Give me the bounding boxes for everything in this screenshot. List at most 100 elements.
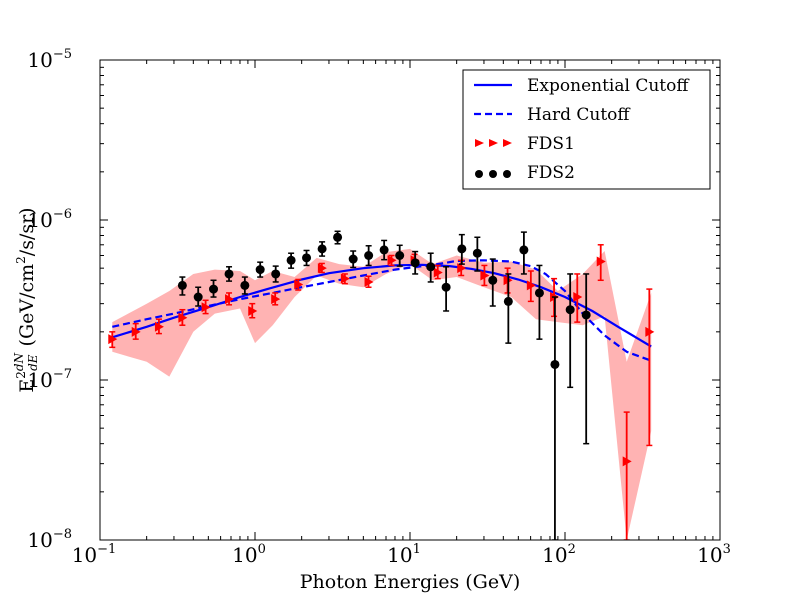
- fds1-point-22: [622, 411, 632, 540]
- fds2-marker: [348, 254, 358, 264]
- x-tick-label-exponent: 1: [413, 542, 421, 557]
- fds2-marker: [240, 280, 250, 290]
- fds2-marker: [550, 359, 560, 369]
- fds1-marker: [573, 292, 583, 303]
- fds2-marker: [317, 244, 327, 254]
- x-axis-label: Photon Energies (GeV): [300, 571, 521, 593]
- y-tick-label-exponent: −6: [53, 207, 72, 222]
- fds1-point-10: [340, 273, 350, 285]
- fds2-marker: [410, 258, 420, 268]
- legend-label-hard-cutoff: Hard Cutoff: [527, 105, 631, 125]
- fds2-point-9: [317, 241, 327, 257]
- fds2-point-25: [565, 273, 575, 389]
- fds1-marker: [596, 256, 606, 267]
- y-tick-label-exponent: −5: [53, 47, 72, 62]
- fds2-point-26: [581, 273, 591, 445]
- fds1-point-2: [154, 318, 164, 335]
- fds2-point-13: [379, 239, 389, 261]
- fds2-marker: [565, 305, 575, 315]
- fds1-point-0: [108, 331, 118, 349]
- fds2-point-23: [534, 264, 544, 340]
- fds2-point-15: [410, 250, 420, 275]
- legend-swatch-fds1: [503, 139, 512, 147]
- fds1-marker: [108, 334, 118, 345]
- fds2-marker: [302, 253, 312, 263]
- fds1-marker: [622, 456, 632, 467]
- legend-label-fds1: FDS1: [527, 134, 575, 154]
- y-tick-label-0: 10−8: [27, 527, 72, 552]
- x-tick-label-exponent: 2: [568, 542, 576, 557]
- y-axis-label-den: dE: [26, 354, 40, 371]
- fds2-point-12: [364, 245, 374, 267]
- fds2-marker: [255, 265, 265, 275]
- fds2-marker: [441, 282, 451, 292]
- y-tick-label-3: 10−5: [27, 47, 72, 72]
- fds2-marker: [364, 250, 374, 260]
- fds1-point-5: [225, 292, 235, 306]
- y-tick-label-exponent: −8: [53, 527, 72, 542]
- legend-swatch-fds1: [489, 139, 498, 147]
- fds2-marker: [426, 262, 436, 272]
- fds1-marker: [131, 326, 141, 337]
- legend-label-exponential-cutoff: Exponential Cutoff: [527, 76, 690, 96]
- fds1-point-23: [645, 288, 655, 447]
- fds2-point-1: [193, 286, 203, 307]
- fds1-marker: [248, 305, 258, 316]
- legend-swatch-fds2: [489, 170, 497, 178]
- fds2-marker: [581, 310, 591, 320]
- y-axis-label-num: dN: [12, 352, 26, 371]
- fds1-point-9: [317, 262, 327, 274]
- fds2-point-24: [550, 296, 560, 540]
- fds2-point-11: [348, 250, 358, 269]
- legend-item-hard-cutoff: Hard Cutoff: [474, 105, 631, 125]
- fds1-point-3: [178, 308, 188, 326]
- fds2-point-0: [177, 276, 187, 296]
- fds2-point-19: [472, 236, 482, 272]
- fds2-point-2: [209, 279, 219, 298]
- fds1-point-11: [364, 275, 374, 288]
- hard-cutoff-line: [112, 259, 652, 362]
- legend-item-fds1: FDS1: [475, 134, 575, 154]
- fds1-point-16: [480, 264, 490, 287]
- fds2-marker: [286, 255, 296, 265]
- y-tick-label-2: 10−6: [27, 207, 72, 232]
- fds2-point-14: [395, 244, 405, 267]
- legend-swatch-fds2: [475, 170, 483, 178]
- fds2-marker: [519, 245, 529, 255]
- x-tick-label-exponent: 0: [258, 542, 266, 557]
- fds2-point-20: [488, 258, 498, 307]
- fds1-marker: [317, 263, 327, 274]
- fds2-marker: [193, 292, 203, 302]
- fds2-point-3: [224, 266, 234, 282]
- fds2-point-16: [426, 252, 436, 283]
- legend-swatch-fds1: [475, 139, 484, 147]
- y-axis-label-sup: 2: [14, 371, 28, 379]
- fds1-point-6: [248, 302, 258, 319]
- fds2-marker: [472, 248, 482, 258]
- fds1-point-1: [131, 322, 141, 340]
- fds2-marker: [271, 269, 281, 279]
- fds2-point-10: [333, 230, 343, 245]
- x-tick-label-exponent: 3: [723, 542, 731, 557]
- fds1-point-18: [526, 270, 536, 303]
- fds1-point-8: [294, 278, 304, 291]
- y-axis-label-main: E: [16, 379, 38, 393]
- fds2-point-21: [503, 273, 513, 344]
- legend-item-fds2: FDS2: [475, 163, 575, 183]
- fds2-point-4: [240, 276, 250, 295]
- fds1-marker: [340, 273, 350, 284]
- fds1-marker: [154, 321, 164, 332]
- y-axis-label: E2dNdE(GeV/cm2/s/sr): [12, 207, 40, 392]
- fds2-point-7: [286, 252, 296, 269]
- uncertainty-band: [112, 248, 652, 540]
- fds1-marker: [526, 280, 536, 291]
- fds2-point-6: [271, 265, 281, 283]
- legend-box: [462, 69, 711, 190]
- fds1-point-21: [596, 244, 606, 282]
- y-tick-label-exponent: −7: [53, 367, 72, 382]
- fds1-point-12: [387, 254, 397, 267]
- fds1-marker: [201, 302, 211, 313]
- fds2-marker: [503, 296, 513, 306]
- fds1-marker: [294, 279, 304, 290]
